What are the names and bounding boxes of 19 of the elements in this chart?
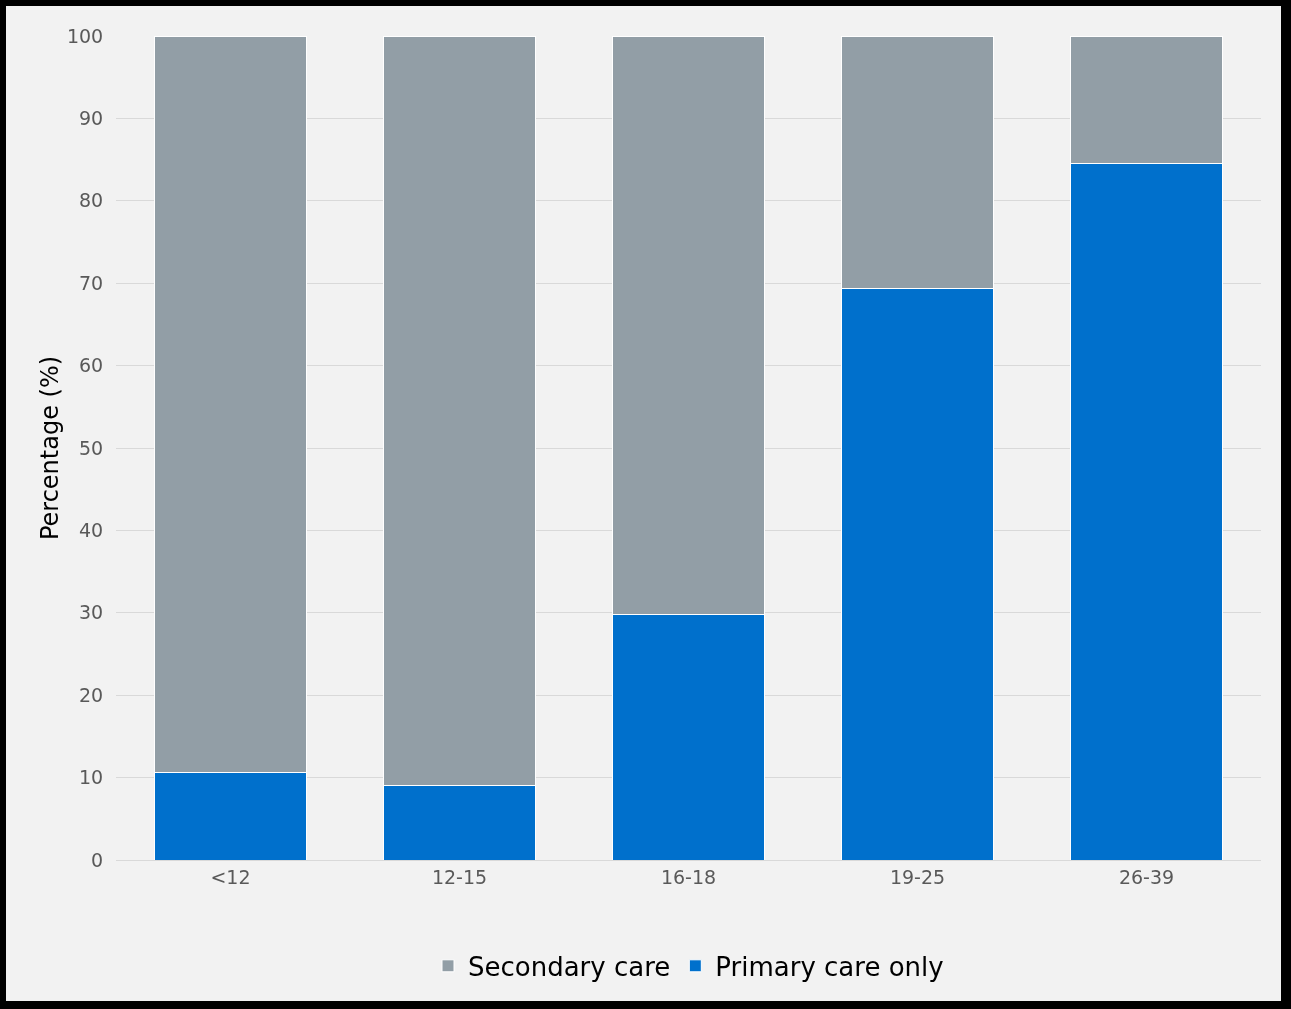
y-tick-label: 100	[66, 24, 104, 47]
y-tick-label: 70	[79, 271, 104, 294]
y-axis-title: Percentage (%)	[36, 355, 64, 541]
y-tick-label: 30	[79, 601, 104, 624]
y-tick-label: 50	[79, 436, 104, 459]
x-tick-label: 16-18	[660, 865, 717, 888]
y-tick-label: 20	[79, 683, 104, 706]
x-tick-label: <12	[210, 865, 251, 888]
x-tick-label: 12-15	[431, 865, 488, 888]
y-tick-label: 60	[79, 354, 104, 377]
y-tick-label: 10	[79, 766, 104, 789]
y-tick-label: 80	[79, 189, 104, 212]
legend-label: Secondary care	[468, 951, 671, 982]
x-tick-label: 26-39	[1118, 865, 1175, 888]
legend-label: Primary care only	[715, 951, 944, 982]
y-tick-label: 40	[79, 519, 104, 542]
y-tick-label: 90	[79, 107, 104, 130]
x-tick-label: 19-25	[889, 865, 946, 888]
y-tick-label: 0	[91, 848, 104, 871]
